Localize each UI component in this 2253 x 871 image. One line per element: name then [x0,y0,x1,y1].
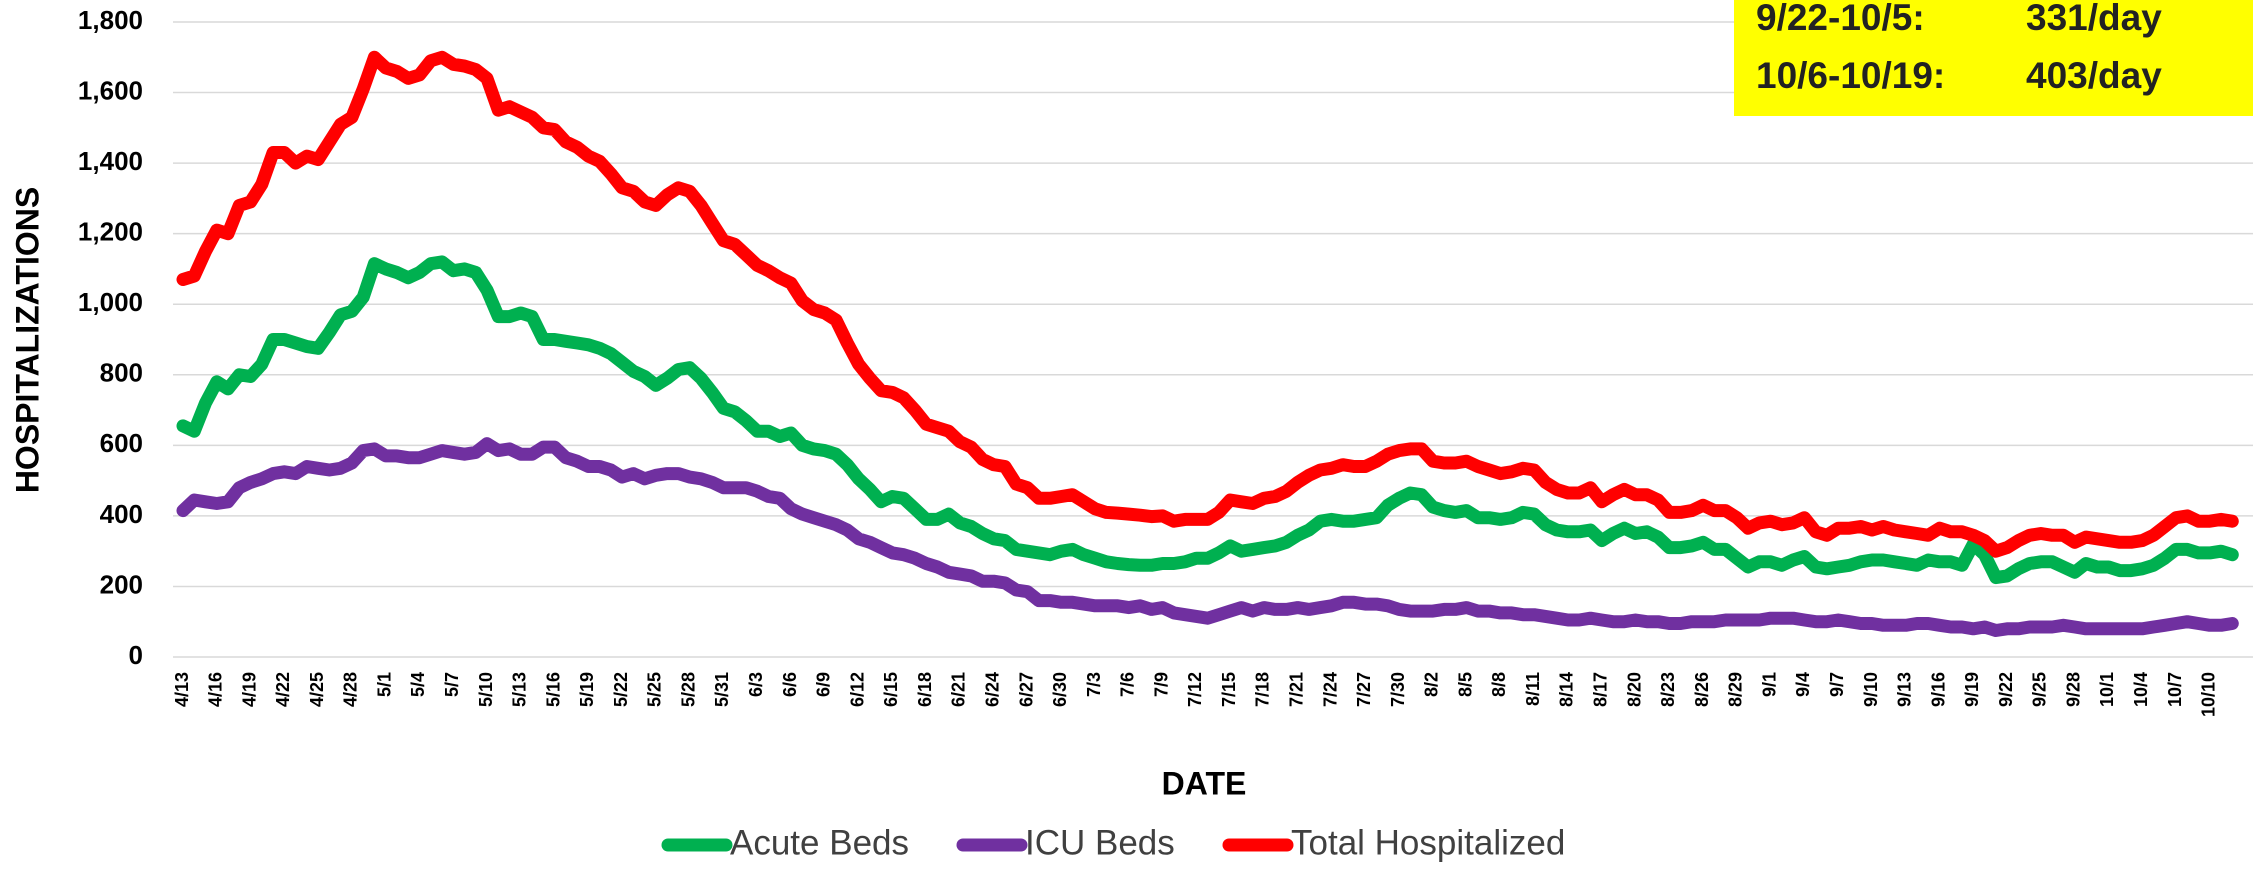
x-tick-label: 9/10 [1861,672,1881,707]
annotation: 331/day [2026,0,2162,38]
x-tick-label: 7/15 [1219,672,1239,707]
legend-label: Total Hospitalized [1291,823,1565,862]
x-tick-label: 8/17 [1591,672,1611,707]
x-tick-label: 4/22 [273,672,293,707]
x-tick-label: 9/1 [1759,672,1779,697]
x-tick-label: 6/9 [814,672,834,697]
x-tick-label: 8/8 [1489,672,1509,697]
y-tick-label: 0 [129,640,143,670]
x-tick-label: 6/12 [847,672,867,707]
line [176,437,2239,637]
x-tick-label: 5/1 [374,672,394,697]
x-tick-label: 10/7 [2165,672,2185,707]
x-tick-label: 6/27 [1016,672,1036,707]
annotation: 9/22-10/5: [1756,0,1925,38]
x-tick-label: 10/10 [2199,672,2219,717]
x-tick-label: 7/3 [1084,672,1104,697]
x-tick-label: 5/19 [577,672,597,707]
x-tick-label: 5/7 [442,672,462,697]
x-tick-label: 7/12 [1185,672,1205,707]
y-tick-label: 200 [100,569,143,599]
x-tick-label: 7/27 [1354,672,1374,707]
x-tick-label: 6/30 [1050,672,1070,707]
x-tick-label: 4/25 [307,672,327,707]
x-tick-label: 10/1 [2097,672,2117,707]
x-tick-label: 5/31 [712,672,732,707]
x-tick-label: 5/10 [476,672,496,707]
x-tick-label: 6/21 [949,672,969,707]
x-tick-label: 8/14 [1557,672,1577,707]
x-tick-label: 8/2 [1422,672,1442,697]
x-tick-label: 7/24 [1320,672,1340,707]
x-tick-label: 9/22 [1996,672,2016,707]
x-tick-label: 9/19 [1962,672,1982,707]
y-tick-label: 1,600 [78,75,143,105]
x-tick-label: 7/30 [1388,672,1408,707]
x-tick-label: 5/25 [645,672,665,707]
x-tick-label: 8/26 [1692,672,1712,707]
legend-label: ICU Beds [1025,823,1175,862]
y-axis-title: HOSPITALIZATIONS [9,187,45,493]
annotation: 403/day [2026,55,2162,96]
x-tick-label: 7/18 [1253,672,1273,707]
x-tick-label: 9/13 [1895,672,1915,707]
x-tick-label: 6/6 [780,672,800,697]
y-tick-label: 1,200 [78,217,143,247]
legend-label: Acute Beds [730,823,909,862]
x-tick-label: 9/25 [2030,672,2050,707]
x-tick-label: 5/22 [611,672,631,707]
x-tick-label: 6/18 [915,672,935,707]
x-tick-label: 4/28 [341,672,361,707]
x-tick-label: 8/11 [1523,672,1543,706]
x-tick-label: 10/4 [2131,672,2151,707]
x-tick-label: 9/7 [1827,672,1847,697]
x-tick-label: 8/23 [1658,672,1678,707]
x-tick-label: 7/21 [1286,672,1306,707]
annotation: 10/6-10/19: [1756,55,1945,96]
line [176,255,2239,585]
x-tick-label: 4/16 [206,672,226,707]
y-tick-label: 1,400 [78,146,143,176]
x-tick-label: 7/9 [1151,672,1171,697]
x-tick-label: 6/24 [982,672,1002,707]
y-tick-label: 800 [100,358,143,388]
annotation-box [1734,0,2253,116]
x-tick-label: 7/6 [1118,672,1138,697]
x-tick-label: 4/13 [172,672,192,707]
x-axis-title: DATE [1162,765,1247,801]
x-tick-label: 9/4 [1793,672,1813,697]
x-tick-label: 5/13 [510,672,530,707]
y-tick-label: 400 [100,499,143,529]
x-tick-label: 9/16 [1928,672,1948,707]
x-tick-label: 6/3 [746,672,766,697]
y-tick-label: 1,800 [78,5,143,35]
y-tick-label: 600 [100,428,143,458]
x-tick-label: 5/4 [408,672,428,697]
line [176,50,2239,558]
x-tick-label: 4/19 [239,672,259,707]
x-tick-label: 5/28 [678,672,698,707]
x-tick-label: 9/28 [2063,672,2083,707]
x-tick-label: 8/20 [1624,672,1644,707]
y-tick-label: 1,000 [78,287,143,317]
x-tick-label: 8/29 [1726,672,1746,707]
x-tick-label: 5/16 [543,672,563,707]
x-tick-label: 6/15 [881,672,901,707]
x-tick-label: 8/5 [1455,672,1475,697]
